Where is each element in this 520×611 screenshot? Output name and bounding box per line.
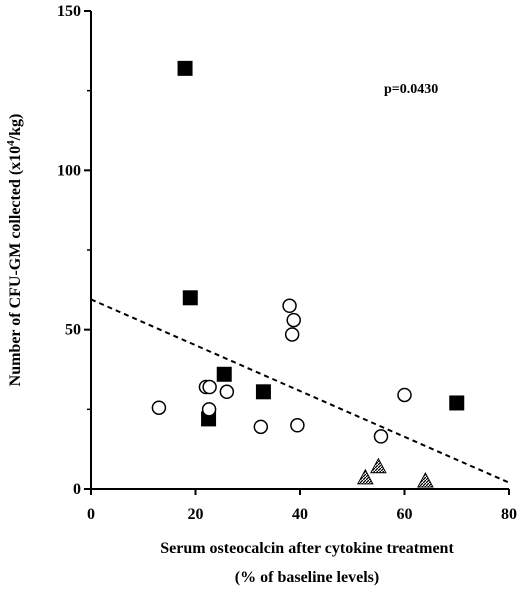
y-tick-label: 50 <box>65 322 81 339</box>
y-axis-label: Number of CFU-GM collected (x104/kg) <box>5 114 24 387</box>
data-points <box>151 60 465 488</box>
x-tick-label: 80 <box>501 506 517 523</box>
y-axis-label-main: Number of CFU-GM collected (x10 <box>7 146 24 387</box>
filled-square-point <box>216 366 232 382</box>
y-axis-label-end: /kg) <box>7 114 24 142</box>
open-circle-point <box>373 429 389 444</box>
filled-square-point <box>182 290 198 306</box>
x-axis-label-line1: Serum osteocalcin after cytokine treatme… <box>160 540 454 557</box>
open-circle-point <box>151 400 167 415</box>
open-circle-point <box>284 327 300 342</box>
filled-square-point <box>177 60 193 76</box>
trendline-group <box>90 298 510 484</box>
hatched-triangle-point <box>417 471 434 488</box>
x-tick-label: 40 <box>292 506 308 523</box>
x-axis-label-line2: (% of baseline levels) <box>235 569 379 586</box>
open-circle-point <box>253 419 269 435</box>
open-circle-point <box>286 312 301 328</box>
open-circle-point <box>397 387 412 403</box>
y-axis-label-sup: 4 <box>5 140 17 146</box>
p-value-annotation: p=0.0430 <box>384 82 438 97</box>
filled-square-point <box>255 384 271 400</box>
x-tick-label: 0 <box>87 506 95 523</box>
hatched-triangle-point <box>356 468 374 485</box>
filled-square-point <box>449 395 465 411</box>
trendline <box>90 298 510 484</box>
hatched-triangle-point <box>370 457 387 474</box>
axes <box>90 11 509 490</box>
open-circle-point <box>290 418 305 433</box>
y-tick-label: 100 <box>57 162 81 179</box>
x-tick-label: 20 <box>188 506 204 523</box>
y-tick-label: 150 <box>57 3 81 20</box>
open-circle-point <box>282 298 297 314</box>
y-tick-label: 0 <box>73 481 81 498</box>
ticks: 0 20 40 60 80 0 50 100 150 <box>57 3 517 523</box>
open-circle-point <box>201 402 217 417</box>
open-circle-point <box>202 379 217 395</box>
x-tick-label: 60 <box>397 506 413 523</box>
open-circle-point <box>219 384 235 400</box>
